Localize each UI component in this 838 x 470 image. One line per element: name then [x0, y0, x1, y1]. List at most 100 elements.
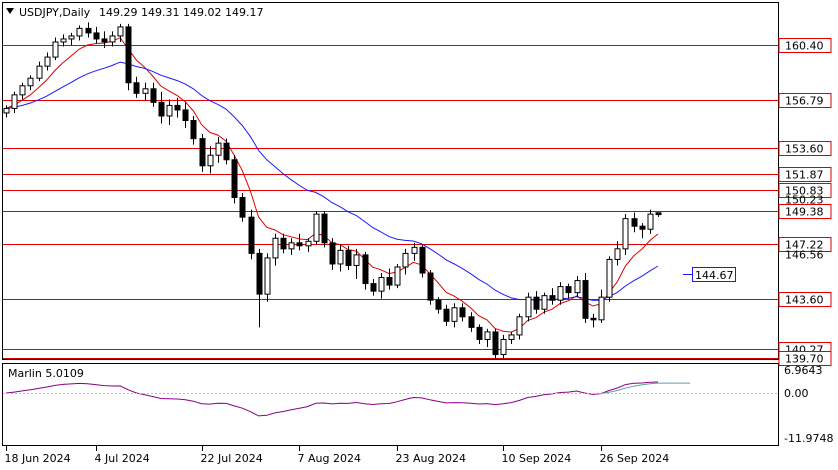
- candle-body-24: [199, 138, 206, 167]
- candle-body-64: [525, 296, 532, 318]
- candle-body-38: [313, 213, 320, 242]
- candle-body-75: [614, 248, 621, 260]
- level-label-7: 147.22: [785, 239, 824, 252]
- slow-ma-line: [5, 61, 659, 301]
- candle-body-48: [394, 266, 401, 286]
- ohlc-values: 149.29 149.31 149.02 149.17: [99, 6, 263, 19]
- candle-body-2: [19, 85, 26, 96]
- candle-body-79: [647, 213, 654, 230]
- level-label-box-6: [778, 204, 832, 219]
- candle-body-1: [11, 94, 18, 109]
- candle-body-8: [68, 35, 75, 40]
- candle-body-52: [427, 272, 434, 301]
- candle-body-57: [468, 316, 475, 328]
- ma-label-value: 144.67: [695, 269, 734, 282]
- candle-body-78: [639, 225, 646, 230]
- date-label-4: 23 Aug 2024: [396, 452, 466, 465]
- level-label-5: 150.23: [785, 194, 824, 207]
- candle-body-23: [190, 120, 197, 140]
- level-label-8: 146.56: [785, 249, 824, 262]
- candle-body-14: [117, 26, 124, 37]
- candle-body-21: [174, 104, 181, 111]
- candle-body-22: [182, 109, 189, 121]
- candle-body-58: [476, 326, 483, 340]
- candle-body-19: [158, 101, 165, 117]
- candle-body-13: [109, 35, 116, 43]
- level-label-box-9: [778, 292, 832, 307]
- level-label-3: 151.87: [785, 169, 824, 182]
- candle-body-36: [296, 242, 303, 247]
- candle-body-53: [435, 299, 442, 310]
- indicator-name: Marlin 5.0109: [8, 367, 84, 380]
- indicator-scale-top: 6.9643: [784, 364, 823, 377]
- candle-body-43: [353, 254, 360, 266]
- candle-body-77: [631, 218, 638, 227]
- candle-body-27: [223, 142, 230, 161]
- level-label-1: 156.79: [785, 95, 824, 108]
- candle-body-41: [337, 249, 344, 265]
- candle-body-32: [264, 257, 271, 295]
- date-label-3: 7 Aug 2024: [298, 452, 361, 465]
- candle-body-7: [60, 38, 67, 43]
- candle-body-10: [85, 27, 92, 34]
- candle-body-62: [508, 334, 515, 340]
- candle-body-68: [557, 286, 564, 301]
- indicator-pane-frame: [2, 363, 779, 446]
- level-label-box-4: [778, 183, 832, 198]
- candle-body-18: [150, 88, 157, 103]
- candle-body-42: [345, 249, 352, 266]
- candle-body-65: [533, 296, 540, 310]
- candle-body-28: [231, 159, 238, 199]
- candle-body-44: [362, 254, 369, 285]
- indicator-scale-bottom: -11.9748: [784, 432, 833, 445]
- candle-body-6: [52, 41, 59, 58]
- oscillator-lines: [5, 381, 690, 417]
- candle-body-26: [215, 142, 222, 156]
- oscillator-line: [5, 381, 659, 417]
- candle-body-39: [321, 213, 328, 244]
- price-pane-frame: [2, 2, 779, 360]
- candle-body-31: [256, 252, 263, 295]
- candle-body-17: [142, 88, 149, 94]
- candle-body-73: [598, 296, 605, 321]
- date-label-1: 4 Jul 2024: [95, 452, 150, 465]
- candle-body-69: [565, 286, 572, 294]
- level-label-2: 153.60: [785, 143, 824, 156]
- indicator-scale-zero: 0.00: [784, 387, 809, 400]
- candle-body-12: [101, 38, 108, 43]
- candle-body-30: [248, 216, 255, 254]
- candle-body-3: [27, 77, 34, 87]
- date-axis-labels: 18 Jun 2024 4 Jul 2024 22 Jul 2024 7 Aug 20…: [5, 446, 669, 465]
- candle-body-0: [3, 107, 10, 114]
- candle-body-34: [280, 237, 287, 250]
- level-label-0: 160.40: [785, 40, 824, 53]
- symbol-label: USDJPY,Daily: [19, 6, 91, 19]
- candle-body-61: [500, 338, 507, 356]
- candle-body-60: [492, 331, 499, 356]
- candle-body-49: [402, 252, 409, 268]
- date-label-0: 18 Jun 2024: [5, 452, 71, 465]
- candle-body-33: [272, 237, 279, 259]
- candle-body-9: [76, 27, 83, 37]
- level-label-box-2: [778, 141, 832, 156]
- candle-body-51: [419, 246, 426, 274]
- level-label-6: 149.38: [785, 206, 824, 219]
- candle-body-80: [655, 212, 662, 216]
- candle-body-37: [305, 240, 312, 247]
- collapse-triangle-icon[interactable]: [6, 8, 14, 14]
- candle-body-72: [590, 317, 597, 321]
- candle-body-20: [166, 104, 173, 117]
- level-label-4: 150.83: [785, 185, 824, 198]
- candle-body-63: [516, 316, 523, 336]
- level-label-box-1: [778, 93, 832, 108]
- date-label-5: 10 Sep 2024: [502, 452, 572, 465]
- candle-body-66: [541, 295, 548, 310]
- candlesticks: [3, 22, 662, 360]
- candle-body-55: [451, 307, 458, 322]
- candle-body-4: [36, 65, 43, 79]
- candle-body-5: [44, 56, 51, 67]
- candle-body-16: [133, 82, 140, 94]
- candle-body-29: [239, 197, 246, 218]
- level-label-9: 143.60: [785, 294, 824, 307]
